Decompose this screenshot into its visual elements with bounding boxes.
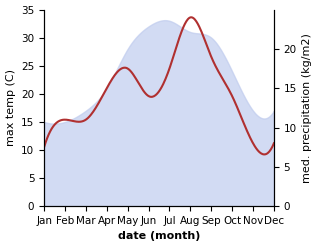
- Y-axis label: med. precipitation (kg/m2): med. precipitation (kg/m2): [302, 33, 313, 183]
- X-axis label: date (month): date (month): [118, 231, 200, 242]
- Y-axis label: max temp (C): max temp (C): [5, 69, 16, 146]
